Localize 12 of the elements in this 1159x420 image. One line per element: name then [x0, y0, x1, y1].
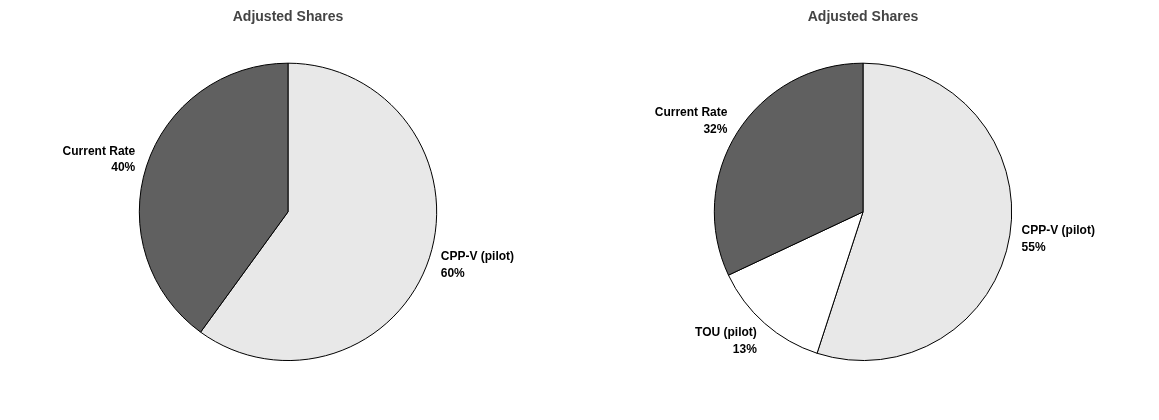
slice-label: CPP-V (pilot)	[440, 249, 515, 264]
data-label: 60%	[440, 266, 466, 281]
slice-label: Current Rate	[62, 143, 136, 158]
data-label: 13%	[732, 341, 758, 356]
slice-label: Current Rate	[654, 104, 728, 119]
data-label: 55%	[1021, 240, 1046, 255]
slice-label: CPP-V (pilot)	[1021, 223, 1095, 238]
chart-title: Adjusted Shares	[232, 7, 344, 24]
slice-label: TOU (pilot)	[695, 324, 757, 339]
data-label: 40%	[111, 160, 136, 175]
data-label: 32%	[703, 121, 728, 136]
chart-title: Adjusted Shares	[807, 7, 919, 24]
